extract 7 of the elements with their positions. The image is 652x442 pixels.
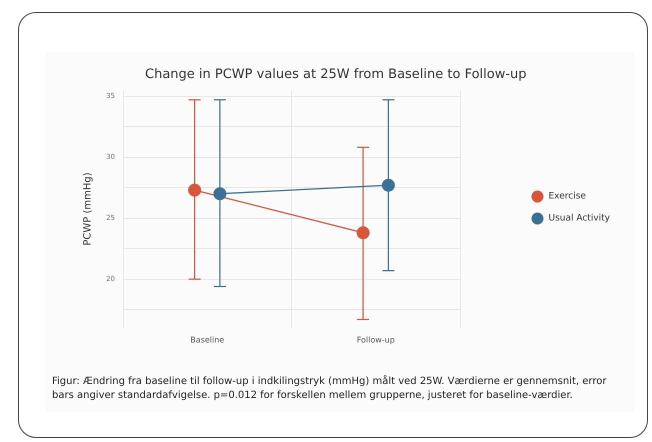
x-tick-label: Follow-up xyxy=(356,336,395,344)
y-axis-title: PCWP (mmHg) xyxy=(82,172,94,246)
x-tick-label: Baseline xyxy=(190,336,224,344)
chart-title: Change in PCWP values at 25W from Baseline to Follow-up xyxy=(145,67,527,82)
legend-label: Usual Activity xyxy=(548,214,611,224)
legend-label: Exercise xyxy=(548,192,586,202)
text: Figur: Ændring fra baseline til follow-up i indkilingstryk (mmHg) målt ved 25W. Værdierne er gennemsnit, error bars angiver standardafvigelse. p=0.012 for forskellen mellem grupperne, justeret for baseline-værdier. xyxy=(52,375,608,403)
